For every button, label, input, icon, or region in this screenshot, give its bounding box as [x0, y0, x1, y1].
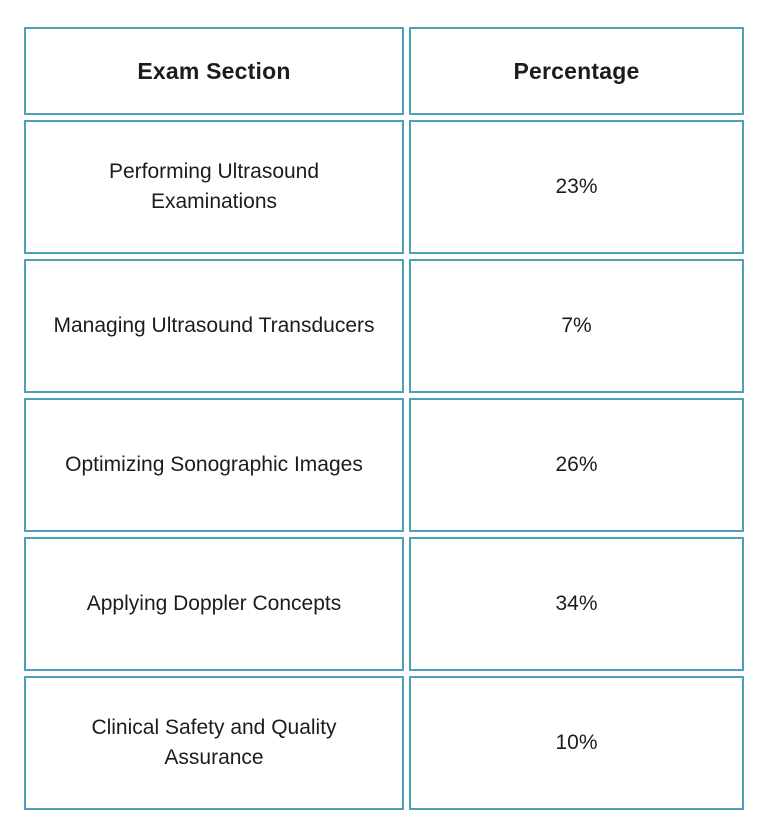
exam-section-cell: Applying Doppler Concepts — [24, 537, 404, 671]
column-header-exam-section: Exam Section — [24, 27, 404, 115]
percentage-cell: 23% — [409, 120, 744, 254]
table-row: Performing Ultrasound Examinations 23% — [24, 120, 744, 254]
exam-section-cell: Managing Ultrasound Transducers — [24, 259, 404, 393]
percentage-cell: 7% — [409, 259, 744, 393]
exam-section-cell: Optimizing Sonographic Images — [24, 398, 404, 532]
percentage-cell: 10% — [409, 676, 744, 810]
column-header-percentage: Percentage — [409, 27, 744, 115]
percentage-cell: 34% — [409, 537, 744, 671]
exam-sections-table: Exam Section Percentage Performing Ultra… — [19, 22, 749, 815]
exam-section-cell: Performing Ultrasound Examinations — [24, 120, 404, 254]
percentage-cell: 26% — [409, 398, 744, 532]
table-row: Applying Doppler Concepts 34% — [24, 537, 744, 671]
header-row: Exam Section Percentage — [24, 27, 744, 115]
exam-sections-table-container: Exam Section Percentage Performing Ultra… — [19, 22, 749, 815]
table-row: Clinical Safety and Quality Assurance 10… — [24, 676, 744, 810]
exam-section-cell: Clinical Safety and Quality Assurance — [24, 676, 404, 810]
table-row: Managing Ultrasound Transducers 7% — [24, 259, 744, 393]
table-row: Optimizing Sonographic Images 26% — [24, 398, 744, 532]
